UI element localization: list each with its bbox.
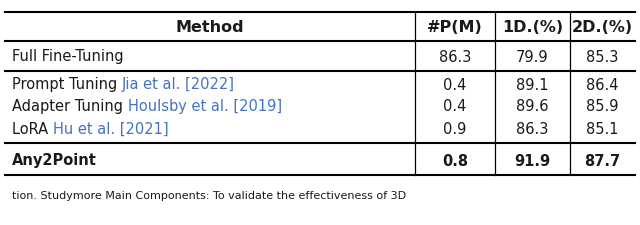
Text: 0.4: 0.4 — [444, 77, 467, 92]
Text: 79.9: 79.9 — [516, 49, 549, 64]
Text: Jia et al. [2022]: Jia et al. [2022] — [122, 77, 235, 92]
Text: 89.1: 89.1 — [516, 77, 548, 92]
Text: Full Fine-Tuning: Full Fine-Tuning — [12, 49, 124, 64]
Text: 0.4: 0.4 — [444, 99, 467, 114]
Text: 86.4: 86.4 — [586, 77, 619, 92]
Text: #P(M): #P(M) — [427, 19, 483, 34]
Text: 87.7: 87.7 — [584, 153, 621, 168]
Text: 86.3: 86.3 — [439, 49, 471, 64]
Text: 85.9: 85.9 — [586, 99, 619, 114]
Text: Houlsby et al. [2019]: Houlsby et al. [2019] — [127, 99, 282, 114]
Text: 1D.(%): 1D.(%) — [502, 19, 563, 34]
Text: 89.6: 89.6 — [516, 99, 548, 114]
Text: Prompt Tuning: Prompt Tuning — [12, 77, 122, 92]
Text: tion. Studymore Main Components: To validate the effectiveness of 3D: tion. Studymore Main Components: To vali… — [12, 190, 406, 200]
Text: Hu et al. [2021]: Hu et al. [2021] — [52, 121, 168, 136]
Text: 85.3: 85.3 — [586, 49, 619, 64]
Text: 0.9: 0.9 — [444, 121, 467, 136]
Text: 2D.(%): 2D.(%) — [572, 19, 633, 34]
Text: Any2Point: Any2Point — [12, 153, 97, 168]
Text: 91.9: 91.9 — [515, 153, 550, 168]
Text: Method: Method — [176, 19, 244, 34]
Text: Adapter Tuning: Adapter Tuning — [12, 99, 127, 114]
Text: 0.8: 0.8 — [442, 153, 468, 168]
Text: 85.1: 85.1 — [586, 121, 619, 136]
Text: LoRA: LoRA — [12, 121, 52, 136]
Text: 86.3: 86.3 — [516, 121, 548, 136]
